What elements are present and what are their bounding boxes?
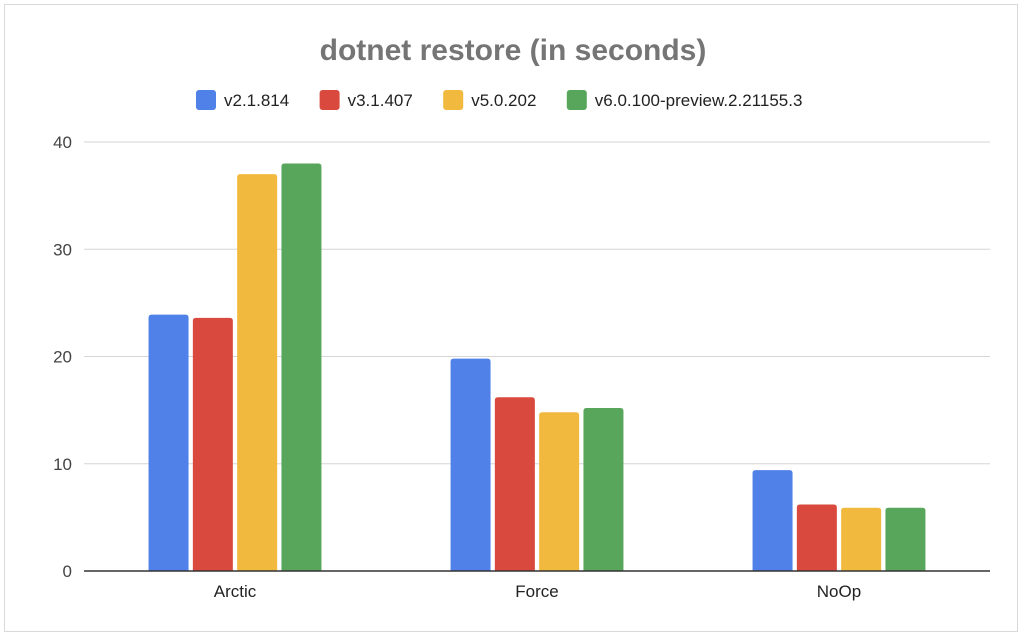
legend-label: v5.0.202 [471, 91, 536, 110]
bar-noop-series-3 [841, 507, 882, 571]
bar-force-series-3 [539, 412, 580, 571]
legend-item: v3.1.407 [319, 90, 413, 110]
bar-arctic-series-1 [148, 314, 189, 571]
legend-swatch [566, 90, 587, 110]
x-category-label: NoOp [817, 582, 861, 601]
bars [148, 163, 926, 572]
legend-label: v2.1.814 [224, 91, 289, 110]
legend: v2.1.814 v3.1.407 v5.0.202 v6.0.100-preview… [196, 90, 802, 110]
bar-force-series-1 [450, 358, 491, 571]
x-axis-categories: Arctic Force NoOp [214, 582, 861, 601]
y-tick-label: 10 [53, 455, 72, 474]
y-tick-label: 30 [53, 240, 72, 259]
legend-label: v3.1.407 [348, 91, 413, 110]
y-axis-ticks: 0 10 20 30 40 [53, 133, 72, 581]
x-category-label: Arctic [214, 582, 257, 601]
bar-force-series-4 [583, 407, 624, 571]
legend-swatch [319, 90, 340, 110]
legend-swatch [196, 90, 216, 110]
legend-item: v5.0.202 [443, 90, 536, 110]
legend-item: v2.1.814 [196, 90, 289, 110]
x-category-label: Force [515, 582, 558, 601]
legend-swatch [443, 90, 464, 110]
bar-noop-series-4 [885, 507, 926, 571]
bar-force-series-2 [494, 397, 535, 571]
y-tick-label: 0 [63, 562, 72, 581]
legend-label: v6.0.100-preview.2.21155.3 [595, 91, 803, 110]
bar-noop-series-1 [752, 470, 793, 571]
bar-noop-series-2 [796, 504, 837, 571]
chart-title: dotnet restore (in seconds) [320, 34, 707, 67]
y-tick-label: 40 [53, 133, 72, 152]
bar-arctic-series-2 [192, 317, 233, 571]
bar-arctic-series-3 [237, 174, 278, 572]
legend-item: v6.0.100-preview.2.21155.3 [566, 90, 803, 110]
bar-arctic-series-4 [281, 163, 322, 571]
gridlines [84, 141, 990, 465]
y-tick-label: 20 [53, 348, 72, 367]
